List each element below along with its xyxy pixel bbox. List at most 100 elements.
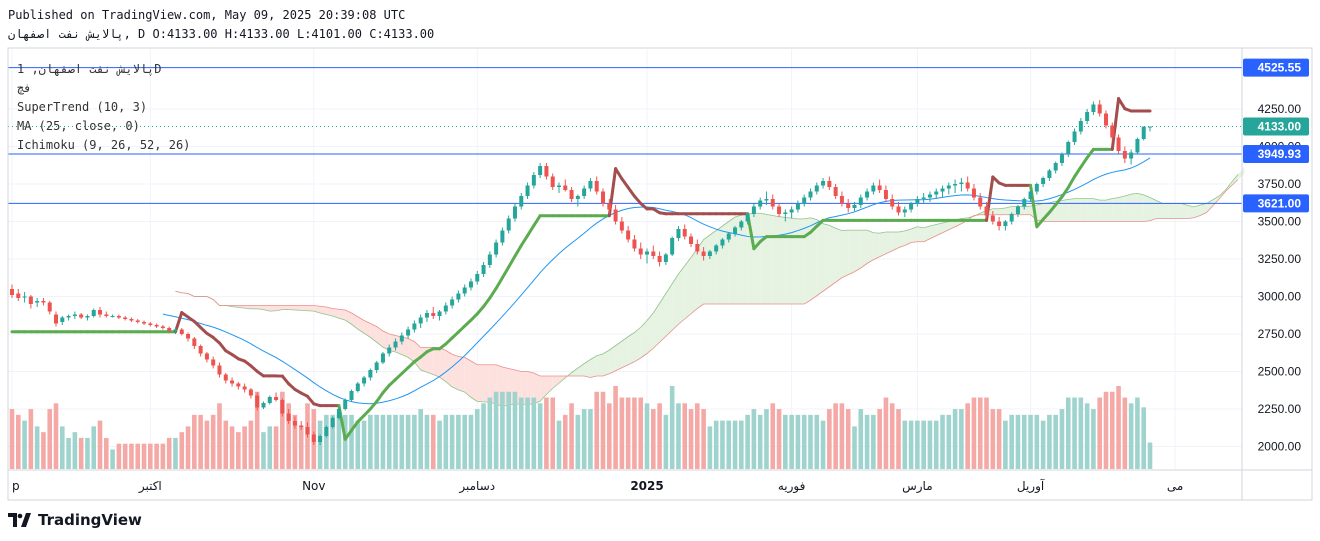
cloud-segment [1200,203,1207,216]
time-axis[interactable]: p اکتبر Nov دسامبر 2025 فوریه مارس آوریل می [12,478,1183,494]
supertrend-segment [173,311,184,334]
volume-bar [739,420,744,469]
volume-bar [1078,397,1084,469]
volume-bar [1047,414,1052,469]
volume-bar [59,426,65,469]
cloud-segment [766,214,773,304]
cloud-segment [1105,198,1113,222]
volume-bar [443,414,449,469]
cloud-segment [1124,194,1132,222]
candle-body [154,325,159,327]
volume-bar [1109,391,1115,469]
volume-bar [292,414,298,469]
volume-bar [940,414,945,469]
legend-supertrend[interactable]: SuperTrend (10, 3) [17,100,148,114]
volume-bar [858,409,864,469]
candle-body [978,197,983,207]
candle-body [733,227,738,234]
cloud-segment [307,305,314,312]
cloud-segment [445,350,453,387]
volume-bar [28,409,34,469]
candle-body [544,166,549,177]
cloud-segment [1162,203,1169,219]
volume-bar [720,420,725,469]
volume-bar [990,409,996,469]
candle-body [230,380,235,384]
candle-body [846,203,851,208]
cloud-segment [408,338,415,363]
volume-bar [1009,414,1014,469]
cloud-segment [621,336,629,368]
volume-bar [474,409,480,469]
volume-bar [173,437,178,469]
volume-bar [456,414,461,469]
candle-body [858,197,863,205]
candle-body [66,316,71,318]
candle-body [588,181,593,189]
price-axis[interactable]: 2000.00 2250.00 2500.00 2750.00 3000.00 3250.… [1243,58,1309,454]
candle-body [607,203,612,210]
volume-bar [1128,403,1134,469]
candle-body [506,218,511,231]
volume-bar [1003,420,1008,469]
candle-body [468,281,473,288]
price-tick-label: 2250.00 [1258,402,1302,416]
volume-bar [192,414,197,469]
cloud-segment [1080,198,1088,222]
candle-body [450,299,455,306]
cloud-segment [1055,200,1062,222]
cloud-segment [1194,205,1201,218]
volume-bar [575,414,581,469]
supertrend-segment [475,305,486,316]
candle-body [896,206,901,213]
candle-body [1059,154,1064,163]
candle-body [462,287,467,294]
time-tick-label: Nov [302,479,325,493]
candle-body [393,341,398,348]
volume-bar [562,414,568,469]
supertrend-segment [519,234,530,248]
cloud-segment [691,248,698,314]
candle-body [959,182,964,184]
cloud-segment [276,305,283,311]
ma-line [162,157,1151,405]
candle-body [1034,184,1039,192]
volume-bar [688,409,694,469]
candle-body [676,229,681,238]
candle-body [1148,126,1152,128]
volume-bar [85,437,90,469]
cloud-segment [1187,205,1195,219]
time-tick-label: دسامبر [458,479,495,494]
tradingview-brand[interactable]: TradingView [8,511,142,529]
price-tick-label: 2750.00 [1258,327,1302,341]
ma-path [162,157,1151,405]
volume-bar [908,420,914,469]
volume-bar [651,409,656,469]
candle-body [525,185,530,196]
supertrend-segment [1066,175,1077,190]
volume-bar [437,420,442,469]
volume-bar [248,420,254,469]
candle-body [902,209,907,213]
legend-ma[interactable]: MA (25, close, 0) [17,119,140,133]
volume-bar [179,432,185,469]
candle-body [795,203,800,210]
cloud-segment [521,371,528,405]
candle-body [424,313,429,318]
cloud-span-b [175,179,1239,378]
volume-bar [223,420,229,469]
candle-body [1085,112,1090,121]
volume-bar [1065,397,1071,469]
legend-ichimoku[interactable]: Ichimoku (9, 26, 52, 26) [17,138,191,152]
candle-body [626,230,631,240]
supertrend-segment [614,167,624,181]
volume-bar [795,414,801,469]
volume-bar [845,409,851,469]
cloud-segment [992,208,1000,215]
cloud-segment [1087,198,1094,222]
candle-body [135,320,140,322]
volume-bar [1116,386,1121,469]
volume-bar [449,414,455,469]
price-badge [1243,58,1309,77]
